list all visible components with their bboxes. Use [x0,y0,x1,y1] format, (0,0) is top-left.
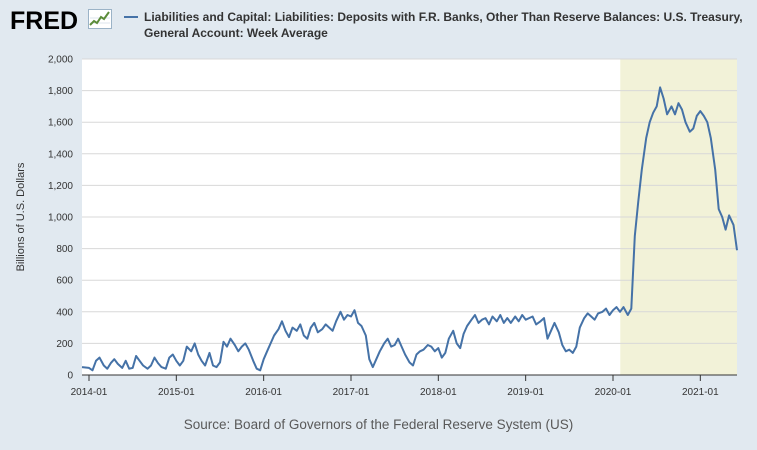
source-note: Source: Board of Governors of the Federa… [183,417,574,432]
line-chart: 0 200 400 600 800 1,000 1,200 1,400 1,600 1,800 2,… [15,55,738,398]
y-tick-label: 200 [56,339,73,350]
x-axis-ticks: 2014-01 2015-01 2016-01 2017-01 2018-01 2019-… [71,375,719,398]
chart-header: FRED Liabilities and Capital: Liabilitie… [0,0,757,52]
legend-label[interactable]: Liabilities and Capital: Liabilities: De… [144,10,743,40]
y-axis-ticks: 0 200 400 600 800 1,000 1,200 1,400 1,600 1,800 2,… [48,55,73,382]
series-line[interactable] [81,86,738,372]
gridlines [82,58,737,376]
y-tick-label: 2,000 [48,55,73,66]
y-tick-label: 0 [67,371,73,382]
y-tick-label: 600 [56,276,73,287]
x-tick-label: 2017-01 [333,387,370,398]
x-tick-label: 2021-01 [682,387,719,398]
y-tick-label: 1,600 [48,118,73,129]
y-tick-label: 1,000 [48,213,73,224]
x-tick-label: 2016-01 [245,387,282,398]
y-tick-label: 1,800 [48,86,73,97]
y-tick-label: 1,400 [48,149,73,160]
legend-swatch [124,16,138,18]
x-tick-label: 2019-01 [507,387,544,398]
trend-chart-icon [88,9,112,29]
x-tick-label: 2020-01 [595,387,632,398]
y-tick-label: 800 [56,244,73,255]
x-tick-label: 2018-01 [420,387,457,398]
y-axis-label: Billions of U.S. Dollars [15,162,27,271]
fred-logo[interactable]: FRED [10,7,79,35]
y-tick-label: 1,200 [48,181,73,192]
x-tick-label: 2015-01 [158,387,195,398]
y-tick-label: 400 [56,307,73,318]
x-tick-label: 2014-01 [71,387,108,398]
